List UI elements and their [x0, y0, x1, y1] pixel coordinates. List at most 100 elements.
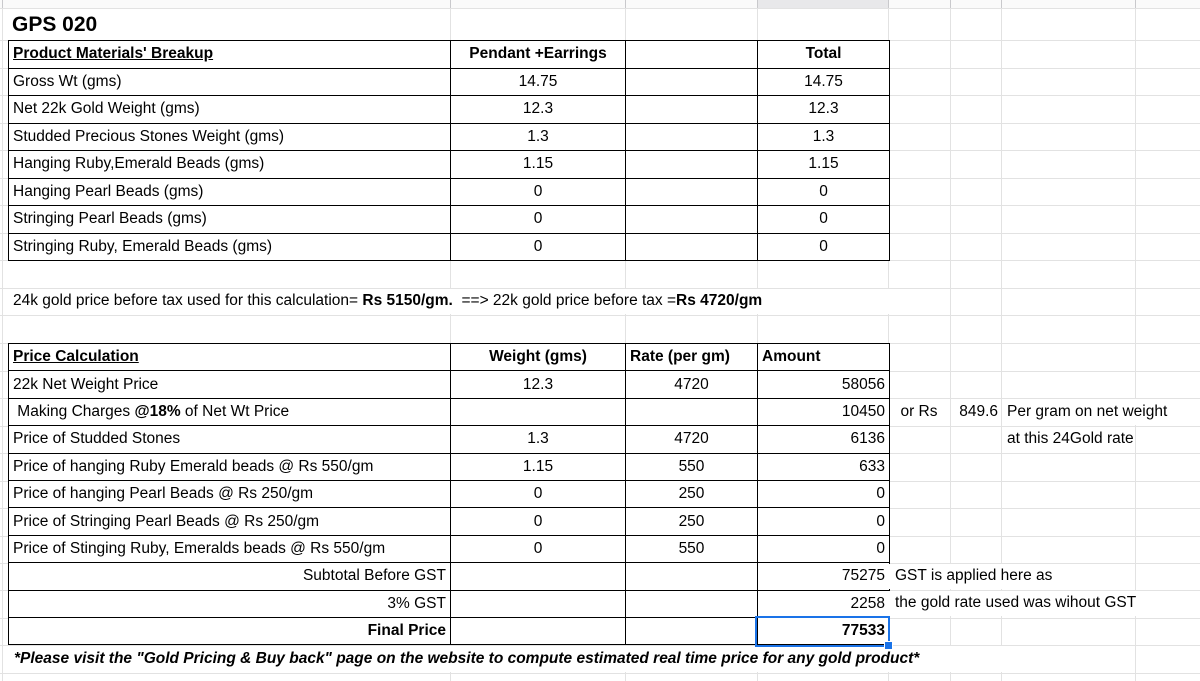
empty-cell[interactable] [450, 562, 626, 591]
materials-header-label-text: Product Materials' Breakup [13, 45, 214, 63]
materials-pendant-value[interactable]: 12.3 [450, 95, 626, 124]
materials-header-pendant[interactable]: Pendant +Earrings [450, 40, 626, 69]
gold-price-note-cell[interactable]: 24k gold price before tax used for this … [9, 288, 891, 314]
materials-pendant-value[interactable]: 0 [450, 177, 626, 206]
materials-total-value[interactable]: 14.75 [757, 67, 890, 96]
price-header-label[interactable]: Price Calculation [8, 342, 451, 372]
price-row-label[interactable]: Price of hanging Pearl Beads @ Rs 250/gm [8, 479, 451, 509]
empty-cell[interactable] [625, 122, 758, 151]
empty-cell[interactable] [625, 205, 758, 234]
materials-pendant-value[interactable]: 14.75 [450, 67, 626, 96]
materials-header-empty[interactable] [625, 40, 758, 69]
materials-total-value[interactable]: 0 [757, 177, 890, 206]
price-rate-value[interactable]: 4720 [625, 370, 758, 399]
empty-cell[interactable] [625, 232, 758, 261]
making-charges-or-rs-cell[interactable]: or Rs [900, 402, 938, 420]
price-amount-value[interactable]: 633 [757, 452, 890, 481]
top-gridline-stub [2, 0, 3, 8]
materials-total-value[interactable]: 0 [757, 232, 890, 261]
price-weight-value[interactable]: 0 [450, 479, 626, 509]
price-rate-value[interactable]: 4720 [625, 425, 758, 454]
price-amount-value[interactable]: 0 [757, 479, 890, 509]
table-row: Studded Precious Stones Weight (gms) 1.3 1… [8, 122, 890, 151]
price-weight-value[interactable]: 0 [450, 507, 626, 536]
price-weight-value[interactable]: 0 [450, 534, 626, 564]
price-amount-value[interactable]: 6136 [757, 425, 890, 454]
materials-pendant-value[interactable]: 0 [450, 232, 626, 261]
materials-row-label[interactable]: Net 22k Gold Weight (gms) [8, 95, 451, 124]
price-row-label[interactable]: Price of Studded Stones [8, 425, 451, 454]
making-charges-per-gram-text-cell[interactable]: Per gram on net weight [1002, 398, 1200, 425]
price-amount-value[interactable]: 58056 [757, 370, 890, 399]
subtotal-label[interactable]: Subtotal Before GST [8, 562, 451, 591]
price-weight-value[interactable]: 1.15 [450, 452, 626, 481]
gst-amount[interactable]: 2258 [757, 589, 890, 618]
table-row: Stringing Ruby, Emerald Beads (gms) 0 0 [8, 232, 890, 261]
footer-disclaimer-cell[interactable]: *Please visit the "Gold Pricing & Buy ba… [9, 646, 1046, 672]
price-header-amount[interactable]: Amount [757, 342, 890, 372]
materials-header-row: Product Materials' Breakup Pendant +Earr… [8, 40, 890, 69]
price-amount-value[interactable]: 10450 [757, 397, 890, 427]
empty-cell[interactable] [625, 177, 758, 206]
table-row: Hanging Ruby,Emerald Beads (gms) 1.15 1.15 [8, 150, 890, 179]
price-weight-value[interactable] [450, 397, 626, 427]
price-rate-value[interactable]: 250 [625, 479, 758, 509]
materials-pendant-value[interactable]: 1.3 [450, 122, 626, 151]
materials-pendant-value[interactable]: 1.15 [450, 150, 626, 179]
price-rate-value[interactable]: 250 [625, 507, 758, 536]
materials-total-value[interactable]: 1.3 [757, 122, 890, 151]
materials-header-label[interactable]: Product Materials' Breakup [8, 40, 451, 69]
empty-cell[interactable] [625, 67, 758, 96]
price-amount-value[interactable]: 0 [757, 534, 890, 564]
rate-context-note-cell[interactable]: at this 24Gold rate [1007, 430, 1134, 447]
materials-pendant-value[interactable]: 0 [450, 205, 626, 234]
selected-cell-border [755, 616, 893, 650]
fill-handle[interactable] [884, 640, 893, 650]
table-row: Gross Wt (gms) 14.75 14.75 [8, 67, 890, 96]
materials-total-value[interactable]: 12.3 [757, 95, 890, 124]
table-row: Price of hanging Pearl Beads @ Rs 250/gm… [8, 479, 890, 509]
materials-row-label[interactable]: Studded Precious Stones Weight (gms) [8, 122, 451, 151]
subtotal-amount[interactable]: 75275 [757, 562, 890, 591]
materials-row-label[interactable]: Stringing Ruby, Emerald Beads (gms) [8, 232, 451, 261]
price-weight-value[interactable]: 12.3 [450, 370, 626, 399]
price-rate-value[interactable]: 550 [625, 534, 758, 564]
h-gridline [0, 673, 1200, 674]
price-row-label[interactable]: Price of Stringing Pearl Beads @ Rs 250/… [8, 507, 451, 536]
empty-cell[interactable] [625, 589, 758, 618]
price-header-rate[interactable]: Rate (per gm) [625, 342, 758, 372]
gst-label[interactable]: 3% GST [8, 589, 451, 618]
empty-cell[interactable] [625, 562, 758, 591]
v-gridline [2, 8, 3, 681]
price-header-weight[interactable]: Weight (gms) [450, 342, 626, 372]
materials-row-label[interactable]: Gross Wt (gms) [8, 67, 451, 96]
gst-note-line2-cell[interactable]: the gold rate used was wihout GST [889, 590, 1182, 616]
empty-cell[interactable] [625, 95, 758, 124]
materials-row-label[interactable]: Stringing Pearl Beads (gms) [8, 205, 451, 234]
price-row-label[interactable]: Making Charges @18% of Net Wt Price [8, 397, 451, 427]
table-row: Making Charges @18% of Net Wt Price 1045… [8, 397, 890, 427]
price-rate-value[interactable] [625, 397, 758, 427]
final-price-amount[interactable]: 77533 [757, 616, 890, 646]
gst-note-line1-cell[interactable]: GST is applied here as [889, 563, 1107, 589]
price-row-label[interactable]: Price of Stinging Ruby, Emeralds beads @… [8, 534, 451, 564]
price-weight-value[interactable]: 1.3 [450, 425, 626, 454]
price-row-label[interactable]: Price of hanging Ruby Emerald beads @ Rs… [8, 452, 451, 481]
making-charges-per-gram-value-cell[interactable]: 849.6 [959, 402, 998, 420]
empty-cell[interactable] [625, 616, 758, 646]
price-rate-value[interactable]: 550 [625, 452, 758, 481]
materials-total-value[interactable]: 0 [757, 205, 890, 234]
product-code-cell[interactable]: GPS 020 [12, 12, 98, 36]
final-price-label[interactable]: Final Price [8, 616, 451, 646]
price-amount-value[interactable]: 0 [757, 507, 890, 536]
materials-row-label[interactable]: Hanging Pearl Beads (gms) [8, 177, 451, 206]
materials-header-total[interactable]: Total [757, 40, 890, 69]
empty-cell[interactable] [625, 150, 758, 179]
materials-total-value[interactable]: 1.15 [757, 150, 890, 179]
empty-cell[interactable] [450, 616, 626, 646]
empty-cell[interactable] [450, 589, 626, 618]
materials-row-label[interactable]: Hanging Ruby,Emerald Beads (gms) [8, 150, 451, 179]
price-row-label[interactable]: 22k Net Weight Price [8, 370, 451, 399]
top-gridline-stub [450, 0, 451, 8]
top-gridline-stub [757, 0, 758, 8]
